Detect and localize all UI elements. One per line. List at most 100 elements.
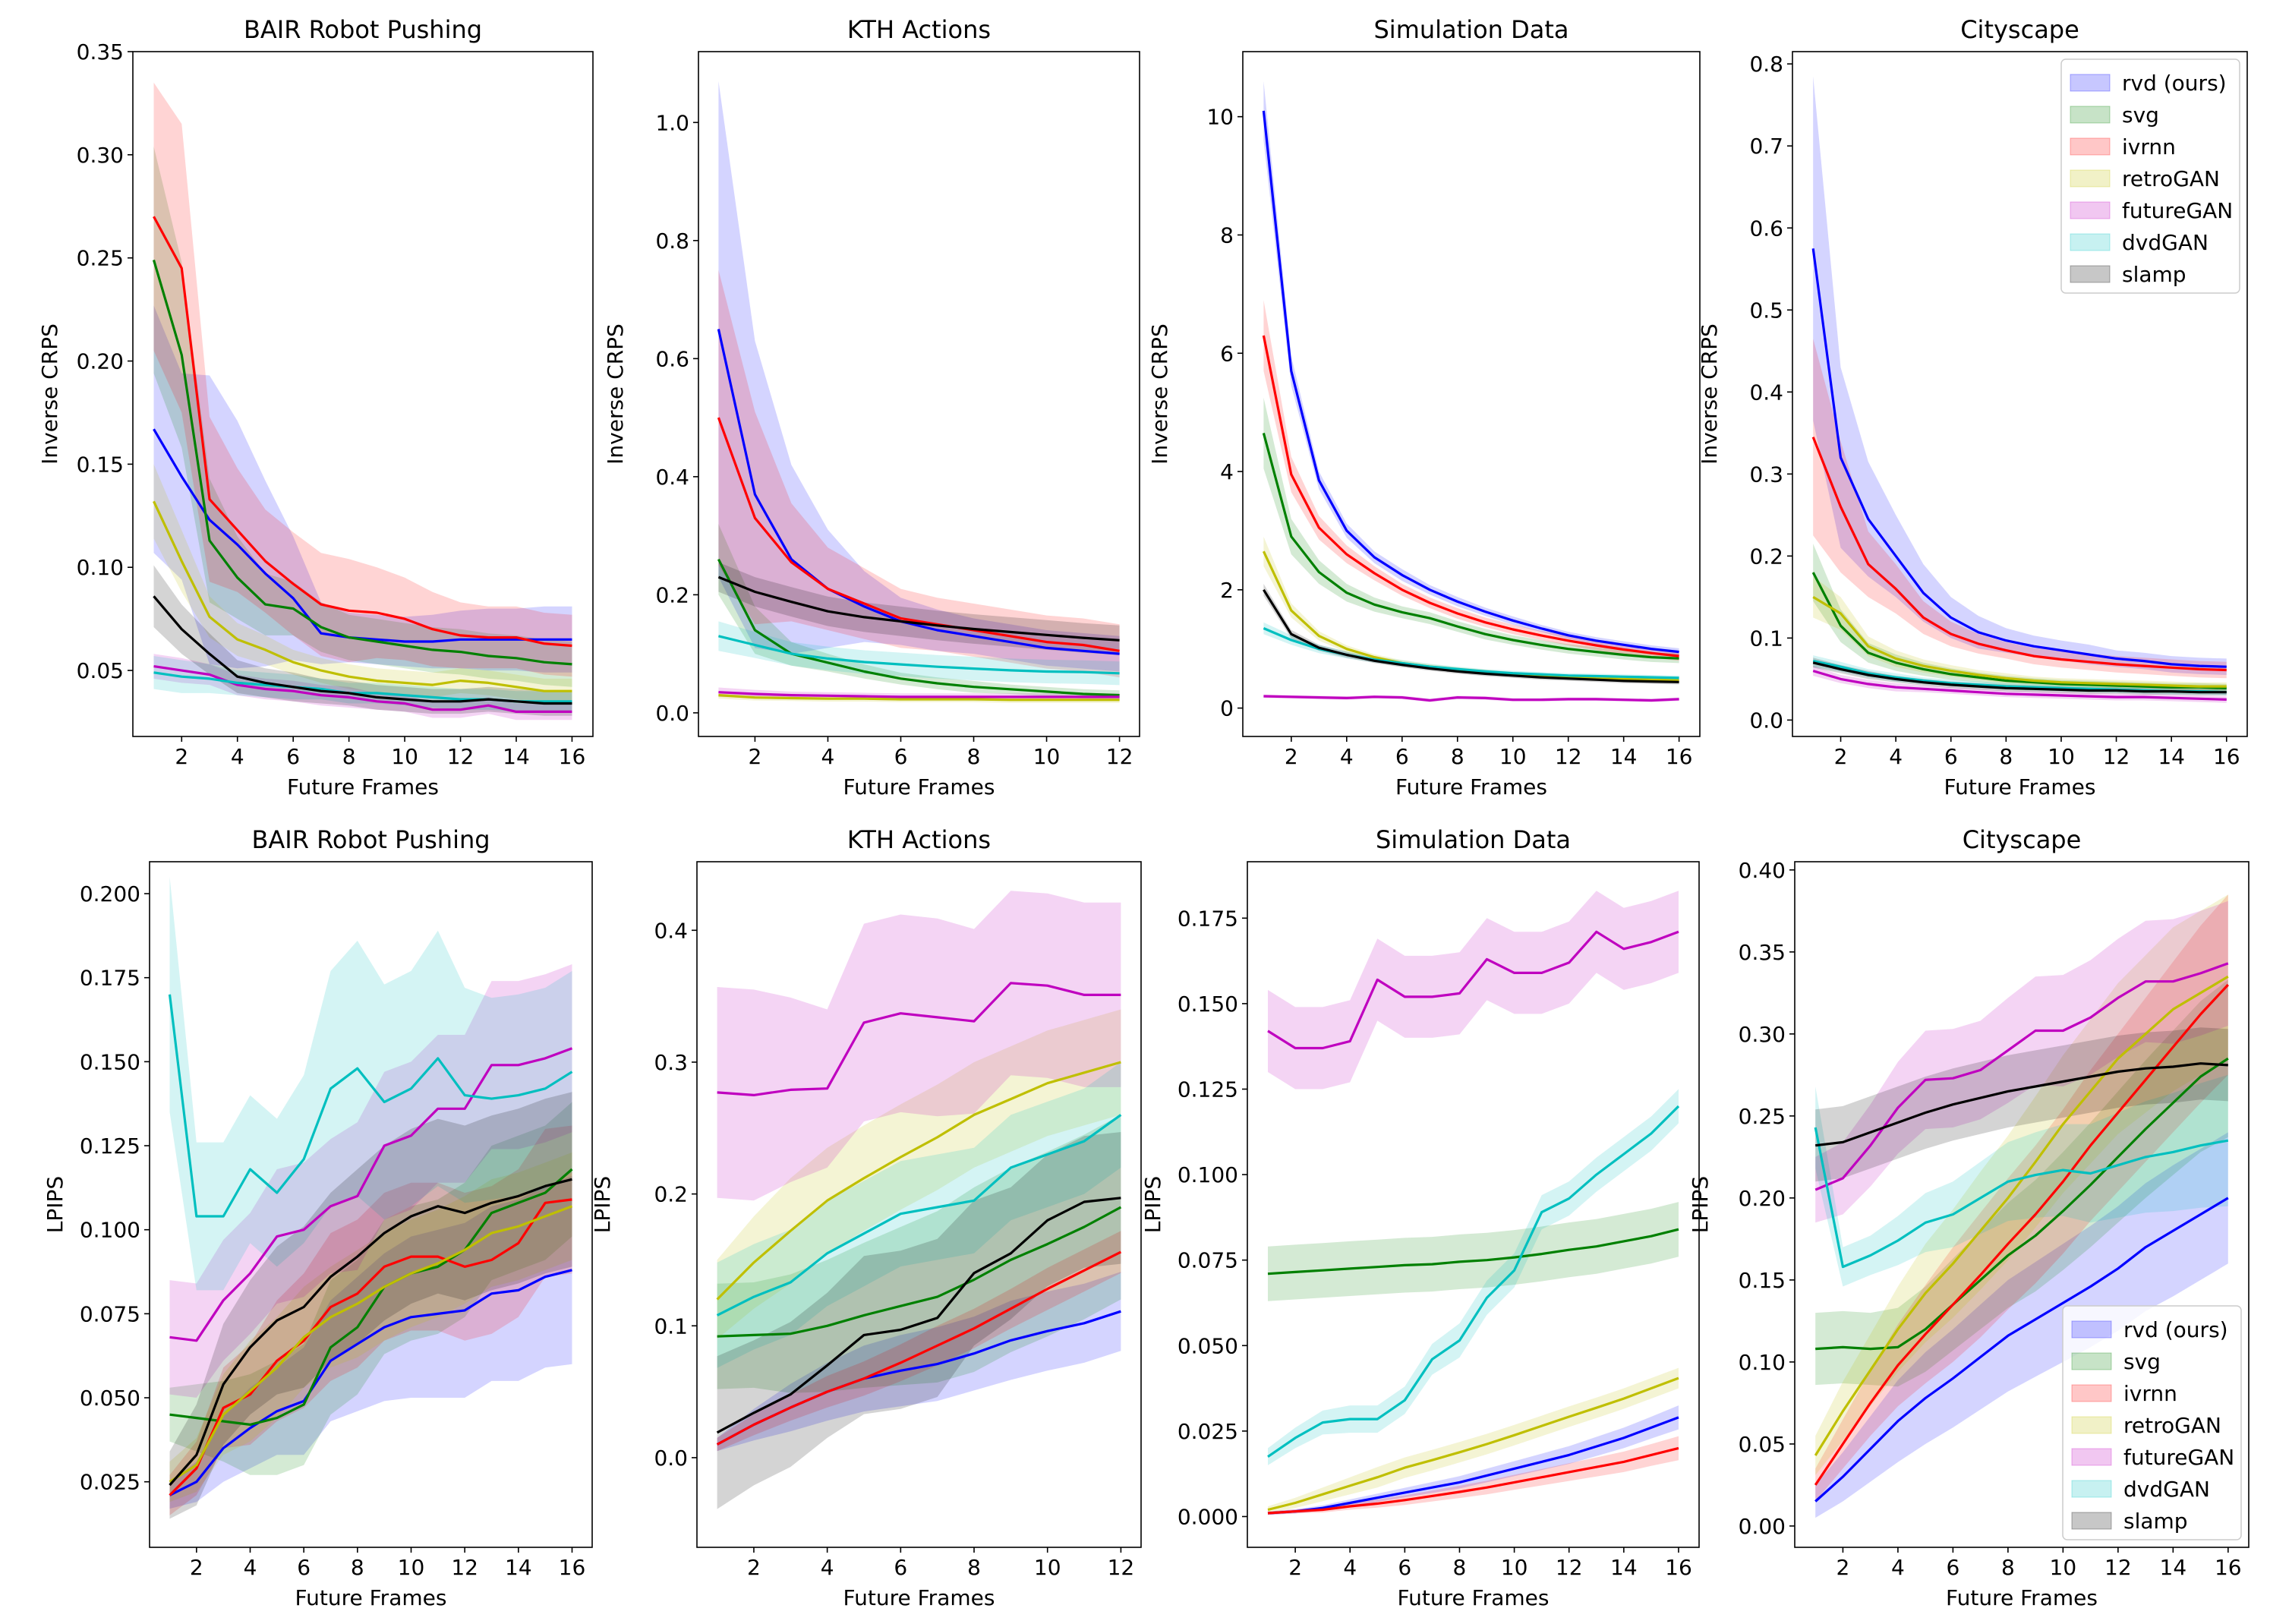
line-dvdgan [716, 1114, 1122, 1317]
x-tick-label: 6 [894, 744, 908, 769]
y-tick-label: 0.0 [654, 1446, 688, 1471]
x-tick-label: 14 [505, 1555, 532, 1580]
axes-frame [149, 861, 593, 1548]
legend-swatch-slamp [2071, 1512, 2112, 1530]
line-retrogan [1814, 975, 2229, 1456]
x-tick-label: 14 [503, 744, 530, 769]
x-tick-label: 4 [821, 744, 835, 769]
y-tick-label: 0.2 [655, 582, 689, 607]
y-tick-label: 2 [1220, 578, 1234, 603]
legend-label: dvdGAN [2123, 1477, 2210, 1502]
band-futuregan [1815, 900, 2228, 1223]
x-tick-label: 6 [286, 744, 300, 769]
x-tick-label: 16 [1666, 744, 1693, 769]
legend-swatch-dvdgan [2071, 1480, 2112, 1498]
line-slamp [1815, 1062, 2228, 1147]
y-tick-label: 0.100 [1178, 1162, 1238, 1187]
x-tick-label: 2 [1285, 744, 1298, 769]
band-futuregan [153, 654, 572, 721]
band-svg [169, 1102, 572, 1475]
x-tick-label: 4 [1343, 1555, 1357, 1580]
band-ivrnn [1815, 894, 2228, 1502]
x-tick-label: 16 [2213, 744, 2240, 769]
chart-title: KTH Actions [847, 825, 991, 854]
x-axis-label: Future Frames [1944, 774, 2096, 799]
x-axis-label: Future Frames [843, 1585, 995, 1610]
y-axis-label: Inverse CRPS [1697, 323, 1722, 465]
line-dvdgan [1814, 1127, 2229, 1269]
x-tick-label: 6 [1944, 744, 1958, 769]
band-ivrnn [718, 270, 1120, 678]
line-slamp [153, 595, 572, 705]
band-rvd-ours [717, 1272, 1121, 1452]
x-tick-label: 10 [1501, 1555, 1528, 1580]
legend-label: ivrnn [2122, 134, 2176, 159]
x-tick-label: 12 [1106, 744, 1133, 769]
x-tick-label: 8 [1453, 1555, 1467, 1580]
plot-area [717, 80, 1120, 703]
legend-swatch-dvdgan [2070, 233, 2111, 251]
legend-swatch-ivrnn [2070, 137, 2111, 156]
x-tick-label: 16 [1665, 1555, 1692, 1580]
x-tick-label: 4 [231, 744, 244, 769]
x-tick-label: 10 [2048, 744, 2075, 769]
y-tick-label: 0.000 [1178, 1504, 1238, 1529]
chart-panel-6: 2 4 6 8 10 12 0.0 0.1 0.2 0.3 0.4 KTH Actions Future… [590, 825, 1142, 1610]
y-axis-label: LPIPS [43, 1176, 68, 1233]
chart-panel-8: 2 4 6 8 10 12 14 16 0.00 0.05 0.10 0.15 0.20 0.25 0.30… [1688, 825, 2250, 1610]
x-tick-label: 2 [1836, 1555, 1850, 1580]
band-svg [718, 524, 1120, 700]
x-tick-label: 8 [1451, 744, 1464, 769]
line-slamp [716, 1197, 1121, 1434]
band-dvdgan [153, 656, 572, 712]
y-tick-label: 0.4 [1749, 380, 1783, 405]
y-tick-label: 0.4 [655, 465, 689, 490]
band-slamp [717, 1132, 1121, 1509]
y-tick-label: 0.2 [654, 1182, 688, 1207]
y-tick-label: 0.15 [77, 452, 124, 477]
line-ivrnn [1811, 437, 2227, 672]
legend-label: retroGAN [2123, 1413, 2221, 1438]
x-tick-label: 10 [398, 1555, 425, 1580]
band-svg [1815, 979, 2228, 1387]
line-slamp [1263, 588, 1679, 683]
x-tick-label: 14 [2160, 1555, 2187, 1580]
chart-title: Simulation Data [1376, 825, 1571, 854]
plot-area [1262, 80, 1679, 702]
x-tick-label: 4 [1889, 744, 1903, 769]
plot-area [168, 876, 573, 1519]
band-retrogan [1268, 1367, 1679, 1513]
legend-label: svg [2123, 1349, 2161, 1374]
line-futuregan [1263, 695, 1679, 702]
plot-area [152, 82, 572, 721]
line-ivrnn [1814, 983, 2229, 1486]
y-tick-label: 0.075 [80, 1301, 140, 1326]
line-futuregan [169, 1047, 573, 1342]
x-tick-label: 2 [1288, 1555, 1302, 1580]
legend-label: ivrnn [2123, 1381, 2177, 1406]
x-tick-label: 8 [1999, 744, 2013, 769]
x-tick-label: 8 [2001, 1555, 2015, 1580]
y-tick-label: 0.35 [1739, 940, 1786, 965]
y-tick-label: 0.20 [1739, 1186, 1786, 1211]
band-svg [1263, 397, 1679, 664]
x-tick-label: 12 [1108, 1555, 1135, 1580]
line-retrogan [718, 694, 1120, 702]
y-tick-label: 0.025 [1178, 1419, 1238, 1444]
x-tick-label: 8 [967, 744, 981, 769]
x-tick-label: 10 [2050, 1555, 2077, 1580]
x-axis-label: Future Frames [1395, 774, 1547, 799]
band-futuregan [1268, 891, 1679, 1089]
band-futuregan [717, 891, 1121, 1201]
x-tick-label: 12 [1555, 744, 1582, 769]
line-svg [717, 558, 1120, 697]
line-retrogan [153, 500, 572, 692]
line-ivrnn [1267, 1446, 1679, 1515]
legend-swatch-svg [2070, 106, 2111, 124]
legend-label: futureGAN [2123, 1445, 2234, 1470]
line-rvd-ours [1814, 1197, 2229, 1503]
x-tick-label: 6 [297, 1555, 311, 1580]
legend-label: rvd (ours) [2122, 71, 2227, 96]
x-tick-label: 12 [447, 744, 474, 769]
